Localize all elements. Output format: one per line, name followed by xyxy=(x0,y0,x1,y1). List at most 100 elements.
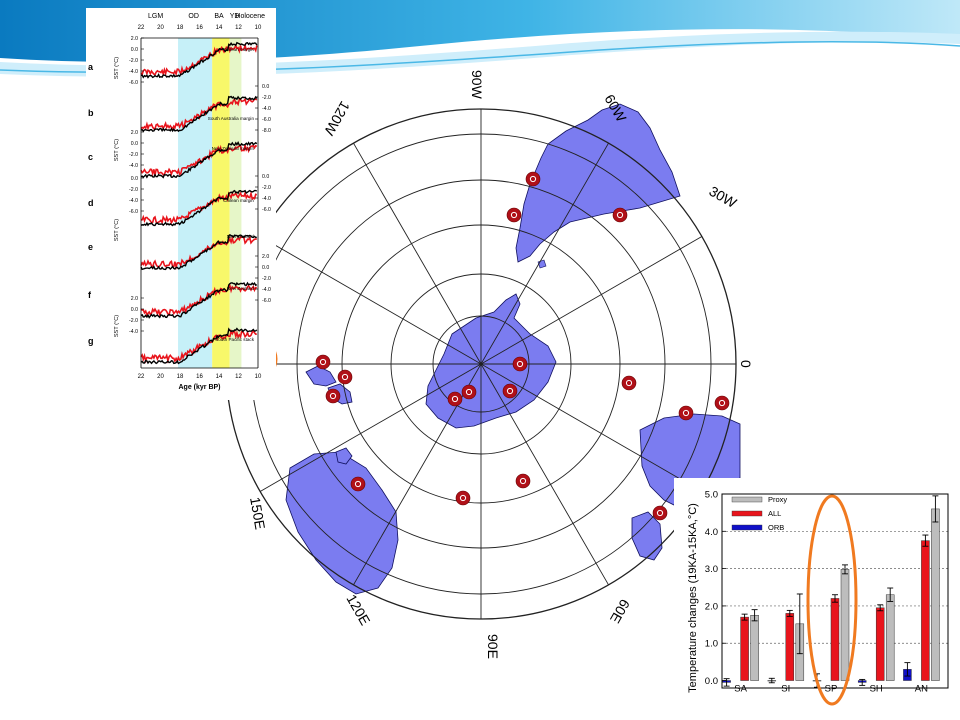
right-sst-tick: 2.0 xyxy=(262,254,269,260)
proxy-site-ring xyxy=(616,211,624,219)
bar-all-si xyxy=(785,613,795,681)
right-sst-tick: 0.0 xyxy=(262,84,269,90)
proxy-site-ring xyxy=(451,395,459,403)
proxy-site-ring xyxy=(656,509,664,517)
proxy-site-marker xyxy=(350,476,366,492)
model-sst-curve xyxy=(140,190,258,225)
lon-label-150e: 150E xyxy=(247,496,268,531)
bar-all-sa xyxy=(740,616,749,681)
top-age-tick: 12 xyxy=(235,25,242,31)
top-age-tick: 14 xyxy=(216,25,223,31)
right-sst-tick: -2.0 xyxy=(262,95,271,101)
panel-site-label: New Zealand xyxy=(227,234,255,239)
period-label: OD xyxy=(188,13,199,20)
proxy-site-dot xyxy=(506,207,522,223)
bar-all-sh xyxy=(875,607,885,681)
proxy-site-marker xyxy=(621,375,637,391)
panel-letter: f xyxy=(88,290,92,300)
proxy-site-dot xyxy=(337,369,353,385)
bottom-age-tick: 22 xyxy=(138,374,145,380)
left-sst-ylabel: SST (°C) xyxy=(114,315,120,337)
legend-label-orb: ORB xyxy=(768,523,784,532)
lon-label-90e: 90E xyxy=(485,634,501,659)
bar-chart-ylabel: Temperature changes (19KA-15KA,°C) xyxy=(687,503,699,693)
bar-proxy-sp xyxy=(840,569,850,681)
proxy-site-dot xyxy=(652,505,668,521)
proxy-site-ring xyxy=(329,392,337,400)
proxy-site-marker xyxy=(525,171,541,187)
right-sst-tick: -4.0 xyxy=(262,196,271,202)
bar-ytick-label: 1.0 xyxy=(705,639,718,650)
lon-label-0: 0 xyxy=(738,360,754,368)
proxy-site-dot xyxy=(455,490,471,506)
panel-letter: a xyxy=(88,62,94,72)
model-sst-curve xyxy=(140,143,258,177)
bottom-age-tick: 20 xyxy=(157,374,164,380)
proxy-site-marker xyxy=(447,391,463,407)
legend-label-proxy: Proxy xyxy=(768,495,787,504)
bar-proxy-an xyxy=(931,508,940,681)
left-sst-tick: 2.0 xyxy=(131,36,138,42)
proxy-site-marker xyxy=(455,490,471,506)
period-label: YD xyxy=(230,13,240,20)
legend-swatch-proxy xyxy=(731,496,763,503)
proxy-site-marker xyxy=(315,354,331,370)
left-sst-tick: -2.0 xyxy=(129,187,138,193)
proxy-sst-curve xyxy=(140,233,257,271)
left-sst-ylabel: SST (°C) xyxy=(114,219,120,241)
model-sst-curve xyxy=(140,42,258,77)
top-age-tick: 16 xyxy=(196,25,203,31)
proxy-site-dot xyxy=(325,388,341,404)
proxy-site-marker xyxy=(515,473,531,489)
bar-category-label: SI xyxy=(781,684,790,695)
period-label: LGM xyxy=(148,13,163,20)
bar-category-label: SA xyxy=(734,684,747,695)
left-sst-tick: 0.0 xyxy=(131,307,138,313)
right-sst-tick: -8.0 xyxy=(262,128,271,134)
australia xyxy=(285,451,399,595)
period-label: Holocene xyxy=(235,13,265,20)
bar-category-label: AN xyxy=(915,684,928,695)
proxy-site-dot xyxy=(315,354,331,370)
left-sst-tick: -6.0 xyxy=(129,80,138,86)
yd-shading xyxy=(229,38,242,368)
panel-letter: g xyxy=(88,336,94,346)
proxy-site-marker xyxy=(652,505,668,521)
bottom-age-tick: 10 xyxy=(255,374,262,380)
tasmania xyxy=(335,447,353,465)
top-age-tick: 22 xyxy=(138,25,145,31)
ba-shading xyxy=(212,38,230,368)
proxy-site-ring xyxy=(510,211,518,219)
proxy-site-ring xyxy=(354,480,362,488)
right-sst-tick: -4.0 xyxy=(262,287,271,293)
proxy-site-marker xyxy=(506,207,522,223)
left-sst-tick: -2.0 xyxy=(129,152,138,158)
proxy-site-marker xyxy=(512,356,528,372)
proxy-site-dot xyxy=(515,473,531,489)
left-sst-tick: -2.0 xyxy=(129,58,138,64)
left-sst-ylabel: SST (°C) xyxy=(114,139,120,161)
right-sst-tick: 0.0 xyxy=(262,174,269,180)
proxy-site-dot xyxy=(447,391,463,407)
left-sst-tick: -4.0 xyxy=(129,163,138,169)
proxy-site-marker xyxy=(502,383,518,399)
proxy-site-ring xyxy=(529,175,537,183)
panel-letter: c xyxy=(88,152,93,162)
legend-swatch-all xyxy=(731,510,763,517)
left-sst-tick: 0.0 xyxy=(131,176,138,182)
bar-ytick-label: 2.0 xyxy=(705,601,718,612)
left-sst-ylabel: SST (°C) xyxy=(114,57,120,79)
bar-proxy-sh xyxy=(885,594,895,681)
right-sst-tick: 0.0 xyxy=(262,265,269,271)
bottom-age-tick: 14 xyxy=(216,374,223,380)
proxy-site-dot xyxy=(350,476,366,492)
model-sst-curve xyxy=(140,328,257,364)
proxy-site-dot xyxy=(612,207,628,223)
right-sst-tick: -2.0 xyxy=(262,276,271,282)
period-label: BA xyxy=(214,13,224,20)
proxy-site-dot xyxy=(621,375,637,391)
proxy-site-ring xyxy=(625,379,633,387)
proxy-site-ring xyxy=(319,358,327,366)
legend-swatch-orb xyxy=(731,524,763,531)
